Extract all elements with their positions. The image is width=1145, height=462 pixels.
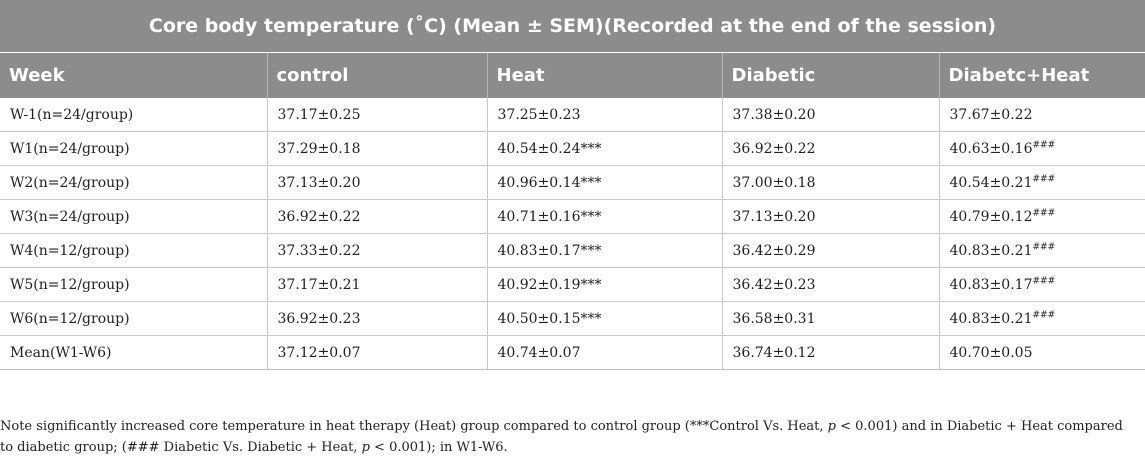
footnote-text-2: < 0.001) and in Diabetic + Heat compared… bbox=[0, 419, 1123, 455]
significance-marker: ### bbox=[1032, 207, 1056, 218]
table-title-row: Core body temperature (˚C) (Mean ± SEM)(… bbox=[0, 0, 1145, 53]
cell-value: 40.54±0.21 bbox=[949, 174, 1033, 191]
table-row: W2(n=24/group) 37.13±0.20 40.96±0.14*** … bbox=[0, 165, 1145, 200]
data-table-container: Core body temperature (˚C) (Mean ± SEM)(… bbox=[0, 0, 1145, 370]
cell-value: 37.67±0.22 bbox=[949, 106, 1033, 123]
cell-heat: 37.25±0.23 bbox=[486, 98, 722, 132]
column-header-diabetic: Diabetic bbox=[721, 52, 939, 98]
cell-value: 40.83±0.17 bbox=[949, 276, 1033, 293]
cell-diabetic-heat: 40.79±0.12### bbox=[938, 199, 1145, 234]
cell-heat: 40.54±0.24*** bbox=[486, 131, 722, 166]
cell-control: 37.13±0.20 bbox=[266, 165, 487, 200]
cell-heat: 40.83±0.17*** bbox=[486, 233, 722, 268]
table-row: W6(n=12/group) 36.92±0.23 40.50±0.15*** … bbox=[0, 301, 1145, 336]
cell-control: 37.17±0.25 bbox=[266, 98, 487, 132]
cell-week: W3(n=24/group) bbox=[0, 199, 267, 234]
cell-heat: 40.71±0.16*** bbox=[486, 199, 722, 234]
table-footnote: Note significantly increased core temper… bbox=[0, 416, 1140, 458]
column-header-diabetic-heat: Diabetc+Heat bbox=[938, 52, 1145, 98]
table-row: W5(n=12/group) 37.17±0.21 40.92±0.19*** … bbox=[0, 267, 1145, 302]
cell-value: 40.79±0.12 bbox=[949, 208, 1033, 225]
cell-week: W-1(n=24/group) bbox=[0, 98, 267, 132]
significance-marker: ### bbox=[1032, 139, 1056, 150]
cell-diabetic: 36.58±0.31 bbox=[721, 301, 939, 336]
cell-week: W4(n=12/group) bbox=[0, 233, 267, 268]
cell-control: 37.29±0.18 bbox=[266, 131, 487, 166]
table-row: W3(n=24/group) 36.92±0.22 40.71±0.16*** … bbox=[0, 199, 1145, 234]
cell-value: 40.70±0.05 bbox=[949, 344, 1033, 361]
cell-diabetic-heat: 40.70±0.05 bbox=[938, 335, 1145, 370]
significance-marker: ### bbox=[1032, 275, 1056, 286]
cell-diabetic: 36.74±0.12 bbox=[721, 335, 939, 370]
core-temperature-table: Core body temperature (˚C) (Mean ± SEM)(… bbox=[0, 0, 1145, 370]
table-header-row: Week control Heat Diabetic Diabetc+Heat bbox=[0, 52, 1145, 98]
column-header-week: Week bbox=[0, 52, 267, 98]
cell-diabetic: 36.42±0.29 bbox=[721, 233, 939, 268]
table-row: W4(n=12/group) 37.33±0.22 40.83±0.17*** … bbox=[0, 233, 1145, 268]
cell-diabetic-heat: 40.63±0.16### bbox=[938, 131, 1145, 166]
cell-diabetic: 37.13±0.20 bbox=[721, 199, 939, 234]
significance-marker: ### bbox=[1032, 173, 1056, 184]
cell-week: W5(n=12/group) bbox=[0, 267, 267, 302]
cell-diabetic: 36.92±0.22 bbox=[721, 131, 939, 166]
cell-control: 36.92±0.22 bbox=[266, 199, 487, 234]
cell-diabetic: 36.42±0.23 bbox=[721, 267, 939, 302]
cell-diabetic-heat: 40.83±0.21### bbox=[938, 301, 1145, 336]
cell-value: 40.83±0.21 bbox=[949, 310, 1033, 327]
cell-value: 40.83±0.21 bbox=[949, 242, 1033, 259]
cell-control: 37.12±0.07 bbox=[266, 335, 487, 370]
cell-diabetic: 37.00±0.18 bbox=[721, 165, 939, 200]
cell-control: 37.17±0.21 bbox=[266, 267, 487, 302]
cell-heat: 40.74±0.07 bbox=[486, 335, 722, 370]
cell-value: 40.63±0.16 bbox=[949, 140, 1033, 157]
significance-marker: ### bbox=[1032, 241, 1056, 252]
cell-heat: 40.92±0.19*** bbox=[486, 267, 722, 302]
cell-diabetic-heat: 37.67±0.22 bbox=[938, 98, 1145, 132]
cell-diabetic: 37.38±0.20 bbox=[721, 98, 939, 132]
cell-week: Mean(W1-W6) bbox=[0, 335, 267, 370]
column-header-control: control bbox=[266, 52, 487, 98]
cell-control: 36.92±0.23 bbox=[266, 301, 487, 336]
cell-week: W2(n=24/group) bbox=[0, 165, 267, 200]
cell-diabetic-heat: 40.83±0.21### bbox=[938, 233, 1145, 268]
significance-marker: ### bbox=[1032, 309, 1056, 320]
footnote-text-1: Note significantly increased core temper… bbox=[0, 419, 828, 434]
table-row: W-1(n=24/group) 37.17±0.25 37.25±0.23 37… bbox=[0, 98, 1145, 132]
table-row: W1(n=24/group) 37.29±0.18 40.54±0.24*** … bbox=[0, 131, 1145, 166]
footnote-text-3: < 0.001); in W1-W6. bbox=[369, 440, 508, 455]
cell-control: 37.33±0.22 bbox=[266, 233, 487, 268]
cell-heat: 40.96±0.14*** bbox=[486, 165, 722, 200]
table-title: Core body temperature (˚C) (Mean ± SEM)(… bbox=[0, 0, 1145, 53]
cell-week: W6(n=12/group) bbox=[0, 301, 267, 336]
column-header-heat: Heat bbox=[486, 52, 722, 98]
table-row: Mean(W1-W6) 37.12±0.07 40.74±0.07 36.74±… bbox=[0, 335, 1145, 370]
cell-diabetic-heat: 40.54±0.21### bbox=[938, 165, 1145, 200]
cell-week: W1(n=24/group) bbox=[0, 131, 267, 166]
cell-diabetic-heat: 40.83±0.17### bbox=[938, 267, 1145, 302]
footnote-p-symbol-1: p bbox=[827, 419, 836, 434]
footnote-p-symbol-2: p bbox=[361, 440, 370, 455]
cell-heat: 40.50±0.15*** bbox=[486, 301, 722, 336]
